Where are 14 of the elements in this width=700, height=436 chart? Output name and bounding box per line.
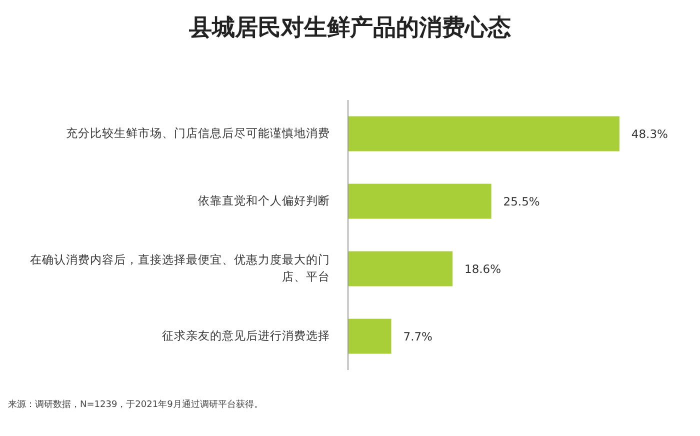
y-tick-label: 在确认消费内容后，直接选择最便宜、优惠力度最大的门店、平台 — [30, 252, 330, 284]
data-label: 7.7% — [403, 329, 433, 344]
data-label: 48.3% — [631, 126, 668, 141]
bar — [348, 318, 392, 354]
bar — [348, 116, 620, 152]
y-tick-label: 征求亲友的意见后进行消费选择 — [162, 328, 330, 342]
chart-title: 县城居民对生鲜产品的消费心态 — [188, 14, 512, 43]
source-note: 来源：调研数据，N=1239，于2021年9月通过调研平台获得。 — [8, 398, 263, 411]
data-label: 25.5% — [503, 194, 540, 208]
y-tick-label: 充分比较生鲜市场、门店信息后尽可能谨慎地消费 — [66, 126, 330, 140]
data-label: 18.6% — [464, 262, 502, 276]
bar — [348, 251, 453, 286]
y-tick-label: 依靠直觉和个人偏好判断 — [198, 193, 330, 208]
bar — [348, 184, 492, 219]
